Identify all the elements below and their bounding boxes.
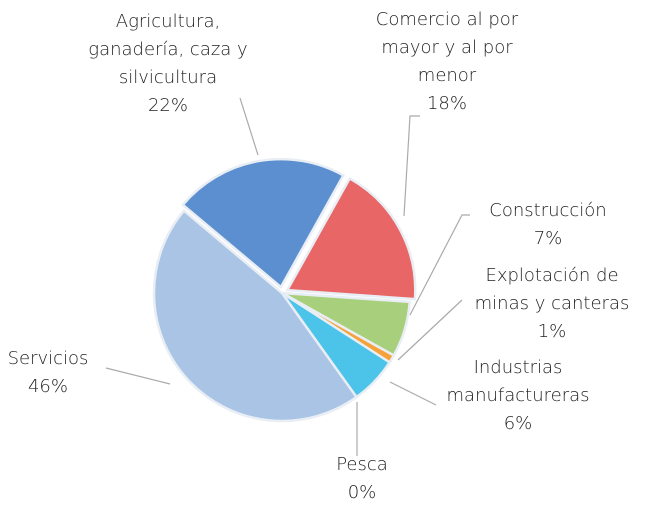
- slice-label: Servicios 46%: [0, 345, 98, 401]
- slice-label: Comercio al por mayor y al por menor 18%: [357, 6, 537, 118]
- slice-label: Explotación de minas y canteras 1%: [462, 262, 642, 346]
- pie-slice: [285, 176, 417, 301]
- percent-label: 1%: [537, 321, 567, 342]
- category-name: Servicios: [7, 348, 89, 369]
- category-name: Agricultura, ganadería, caza y silvicult…: [88, 11, 248, 88]
- percent-label: 6%: [503, 413, 533, 434]
- slice-label: Pesca 0%: [312, 451, 412, 507]
- category-name: Construcción: [489, 200, 607, 221]
- category-name: Pesca: [336, 454, 388, 475]
- percent-label: 18%: [426, 93, 467, 114]
- pie-slice: [152, 208, 359, 423]
- leader-line: [403, 115, 420, 217]
- category-name: Explotación de minas y canteras: [474, 265, 630, 314]
- pie-slice: [181, 157, 346, 290]
- leader-line: [389, 381, 437, 406]
- category-name: Comercio al por mayor y al por menor: [375, 9, 519, 86]
- leader-line: [105, 367, 171, 385]
- percent-label: 7%: [533, 228, 563, 249]
- slice-label: Agricultura, ganadería, caza y silvicult…: [68, 8, 268, 120]
- category-name: Industrias manufactureras: [446, 357, 590, 406]
- percent-label: 22%: [147, 95, 188, 116]
- percent-label: 46%: [27, 376, 68, 397]
- slice-label: Construcción 7%: [468, 197, 628, 253]
- leader-line: [409, 214, 470, 316]
- percent-label: 0%: [347, 482, 377, 503]
- leader-line: [239, 97, 259, 156]
- leader-line: [397, 299, 463, 361]
- slice-label: Industrias manufactureras 6%: [418, 354, 618, 438]
